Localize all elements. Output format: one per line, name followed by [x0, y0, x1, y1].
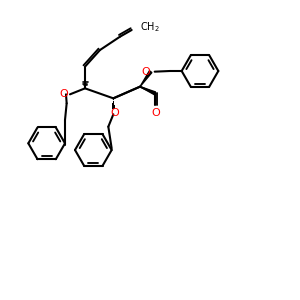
Text: O: O — [152, 108, 160, 118]
Text: O: O — [141, 67, 150, 77]
Text: CH$_2$: CH$_2$ — [140, 20, 160, 34]
Text: O: O — [59, 89, 68, 99]
Text: O: O — [110, 108, 119, 118]
Polygon shape — [140, 71, 152, 87]
Polygon shape — [140, 87, 156, 95]
